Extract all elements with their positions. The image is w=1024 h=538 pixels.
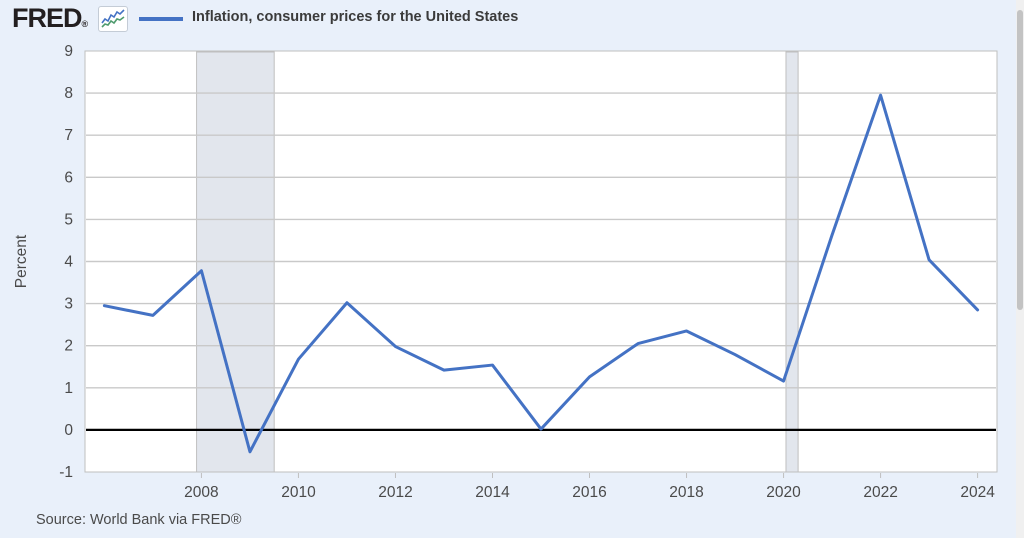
legend-series-label: Inflation, consumer prices for the Unite… [192,9,519,25]
y-tick-label: 6 [64,169,73,186]
fred-logo: FRED® [12,4,88,38]
y-tick-label: 0 [64,422,73,439]
x-tick-label: 2024 [960,484,995,500]
y-tick-label: -1 [59,464,73,481]
fred-logo-registered: ® [81,19,89,29]
y-tick-label: 7 [64,127,73,144]
y-tick-label: 2 [64,338,73,355]
x-tick-label: 2022 [863,484,897,500]
x-tick-label: 2020 [766,484,801,500]
y-tick-label: 5 [64,211,73,228]
source-note: Source: World Bank via FRED® [36,512,242,528]
y-axis-tick-labels: 9 8 7 6 5 4 3 2 1 0 -1 [59,43,73,481]
x-tick-label: 2018 [669,484,703,500]
y-tick-label: 4 [64,254,73,271]
y-tick-label: 1 [64,380,73,397]
fred-chart-icon-glyph [101,9,125,28]
x-tick-label: 2012 [378,484,412,500]
line-chart-svg: 9 8 7 6 5 4 3 2 1 0 -1 2008 2010 2012 2014 2016 2018 202… [0,38,1016,500]
x-axis-tick-labels: 2008 2010 2012 2014 2016 2018 2020 2022 2024 [184,484,995,500]
x-tick-label: 2008 [184,484,218,500]
x-tick-label: 2014 [475,484,510,500]
x-tick-label: 2016 [572,484,606,500]
y-tick-label: 8 [64,85,73,102]
y-axis-label: Percent [13,234,30,288]
y-tick-label: 9 [64,43,73,60]
fred-chart-icon[interactable] [98,6,128,32]
x-tick-label: 2010 [281,484,316,500]
legend-color-swatch [139,17,183,21]
fred-logo-text: FRED [12,3,82,33]
chart-header: FRED® Inflation, consumer prices for the… [0,0,1016,38]
chart-plot-container[interactable]: 9 8 7 6 5 4 3 2 1 0 -1 2008 2010 2012 2014 2016 2018 202… [0,38,1016,500]
page-scrollbar-track[interactable] [1016,0,1024,538]
y-tick-label: 3 [64,296,73,313]
x-axis-tick-marks [200,473,979,478]
page-scrollbar-thumb[interactable] [1017,10,1023,310]
data-series-line [102,93,980,454]
